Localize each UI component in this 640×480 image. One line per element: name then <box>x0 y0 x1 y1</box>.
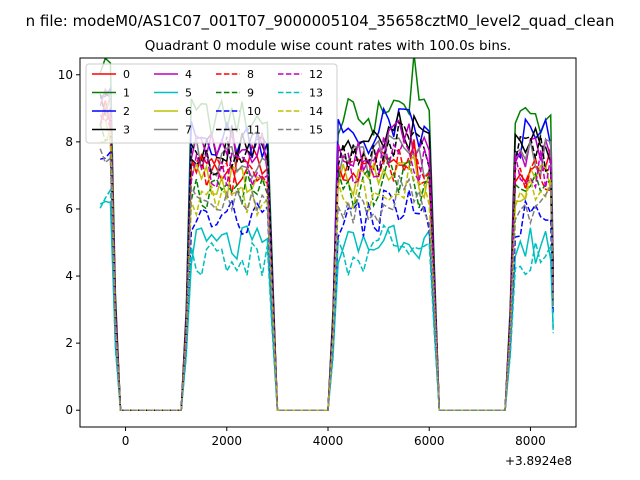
x-tick-label: 4000 <box>313 434 344 448</box>
legend-box <box>85 63 338 144</box>
y-tick-label: 2 <box>65 336 73 350</box>
series-line-12 <box>99 111 554 411</box>
series-line-15 <box>99 148 554 411</box>
legend-label-6: 6 <box>185 105 192 118</box>
series-line-0 <box>99 100 554 411</box>
series-line-13 <box>99 187 554 411</box>
x-tick-label: 8000 <box>515 434 546 448</box>
x-tick-label: 0 <box>122 434 130 448</box>
legend-label-5: 5 <box>185 87 192 100</box>
y-axis: 0 2 4 6 8 10 <box>58 68 80 417</box>
chart-title: n file: modeM0/AS1C07_001T07_9000005104_… <box>26 12 615 31</box>
y-tick-label: 0 <box>65 403 73 417</box>
x-tick-label: 2000 <box>212 434 243 448</box>
y-tick-label: 6 <box>65 202 73 216</box>
y-tick-label: 8 <box>65 135 73 149</box>
legend-label-12: 12 <box>309 68 323 81</box>
legend-label-2: 2 <box>123 105 130 118</box>
legend-label-13: 13 <box>309 87 323 100</box>
series-line-8 <box>99 106 554 411</box>
series-layer <box>99 58 554 411</box>
series-line-5 <box>99 200 554 411</box>
chart-subtitle: Quadrant 0 module wise count rates with … <box>145 38 511 54</box>
legend-label-7: 7 <box>185 124 192 137</box>
x-offset-label: +3.8924e8 <box>505 454 572 468</box>
legend-label-4: 4 <box>185 68 192 81</box>
legend-label-11: 11 <box>247 124 261 137</box>
legend-label-9: 9 <box>247 87 254 100</box>
y-tick-label: 4 <box>65 269 73 283</box>
legend-label-15: 15 <box>309 124 323 137</box>
x-tick-label: 6000 <box>414 434 445 448</box>
y-tick-label: 10 <box>58 68 73 82</box>
legend-label-1: 1 <box>123 87 130 100</box>
series-line-14 <box>100 130 554 411</box>
legend-label-10: 10 <box>247 105 261 118</box>
legend-label-3: 3 <box>123 124 130 137</box>
legend-label-8: 8 <box>247 68 254 81</box>
x-axis: 0 2000 4000 6000 8000 <box>122 427 546 448</box>
series-line-6 <box>99 115 554 411</box>
series-line-10 <box>100 150 554 411</box>
series-line-9 <box>99 123 554 411</box>
legend-label-0: 0 <box>123 68 130 81</box>
legend-label-14: 14 <box>309 105 323 118</box>
